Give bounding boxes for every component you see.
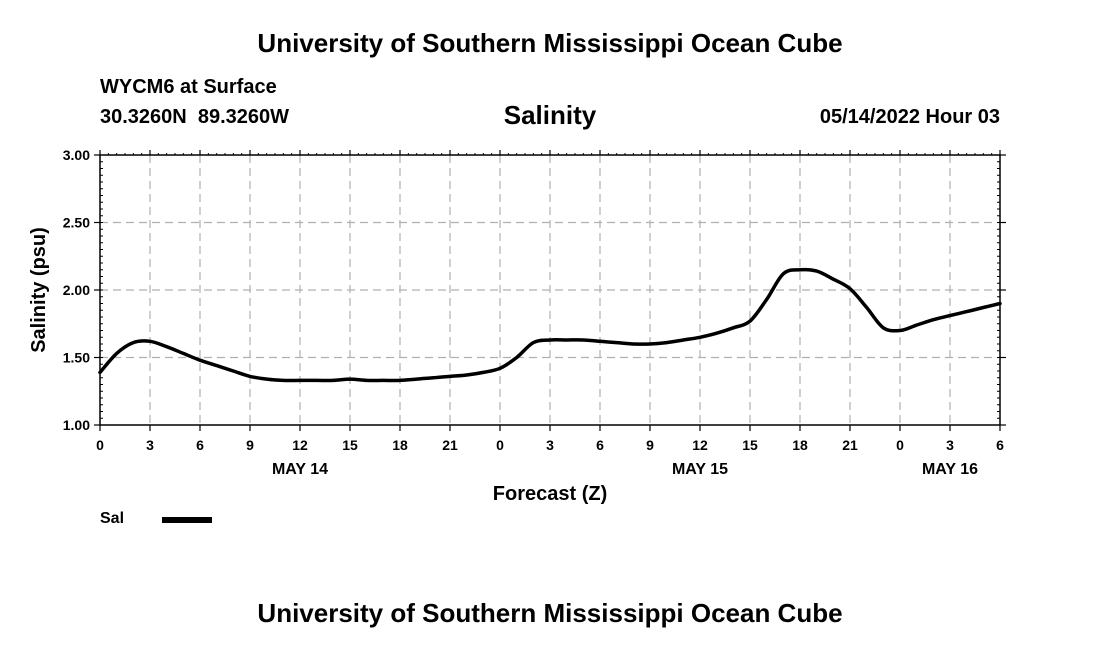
chart-title: Salinity <box>503 100 597 130</box>
y-axis-label: Salinity (psu) <box>28 227 50 353</box>
x-tick-label: 0 <box>896 437 904 453</box>
y-tick-label: 1.50 <box>63 350 90 366</box>
axis-ticks <box>94 150 1006 431</box>
x-tick-label: 21 <box>442 437 458 453</box>
station-label: WYCM6 at Surface <box>100 76 277 98</box>
x-tick-label: 18 <box>392 437 408 453</box>
x-tick-label: 9 <box>246 437 254 453</box>
page-title-top: University of Southern Mississippi Ocean… <box>257 28 843 58</box>
station-coordinates: 30.3260N 89.3260W <box>100 106 290 128</box>
x-tick-label: 15 <box>342 437 358 453</box>
day-label: MAY 16 <box>922 461 978 478</box>
y-tick-label: 2.00 <box>63 282 90 298</box>
legend-label: Sal <box>100 510 125 527</box>
day-label: MAY 14 <box>272 461 328 478</box>
x-tick-label: 6 <box>196 437 204 453</box>
x-tick-label: 18 <box>792 437 808 453</box>
page-title-bottom: University of Southern Mississippi Ocean… <box>257 598 843 628</box>
x-tick-label: 12 <box>692 437 708 453</box>
x-axis-label: Forecast (Z) <box>493 483 607 505</box>
x-tick-label: 6 <box>596 437 604 453</box>
series-line-sal <box>98 267 1002 383</box>
x-tick-label: 3 <box>946 437 954 453</box>
x-tick-label: 0 <box>496 437 504 453</box>
y-tick-label: 2.50 <box>63 215 90 231</box>
grid-lines <box>100 155 1000 425</box>
x-tick-label: 6 <box>996 437 1004 453</box>
day-label: MAY 15 <box>672 461 728 478</box>
forecast-datetime: 05/14/2022 Hour 03 <box>819 106 1000 128</box>
x-tick-label: 12 <box>292 437 308 453</box>
y-tick-label: 3.00 <box>63 147 90 163</box>
y-tick-label: 1.00 <box>63 417 90 433</box>
x-tick-label: 21 <box>842 437 858 453</box>
axis-tick-labels: 1.00 1.50 2.00 2.50 3.00 0 3 6 9 12 15 18 21 0 3 6 9 12 15… <box>63 147 1004 478</box>
legend-swatch <box>162 517 212 523</box>
x-tick-label: 3 <box>546 437 554 453</box>
x-tick-label: 3 <box>146 437 154 453</box>
x-tick-label: 0 <box>96 437 104 453</box>
x-tick-label: 9 <box>646 437 654 453</box>
x-tick-label: 15 <box>742 437 758 453</box>
